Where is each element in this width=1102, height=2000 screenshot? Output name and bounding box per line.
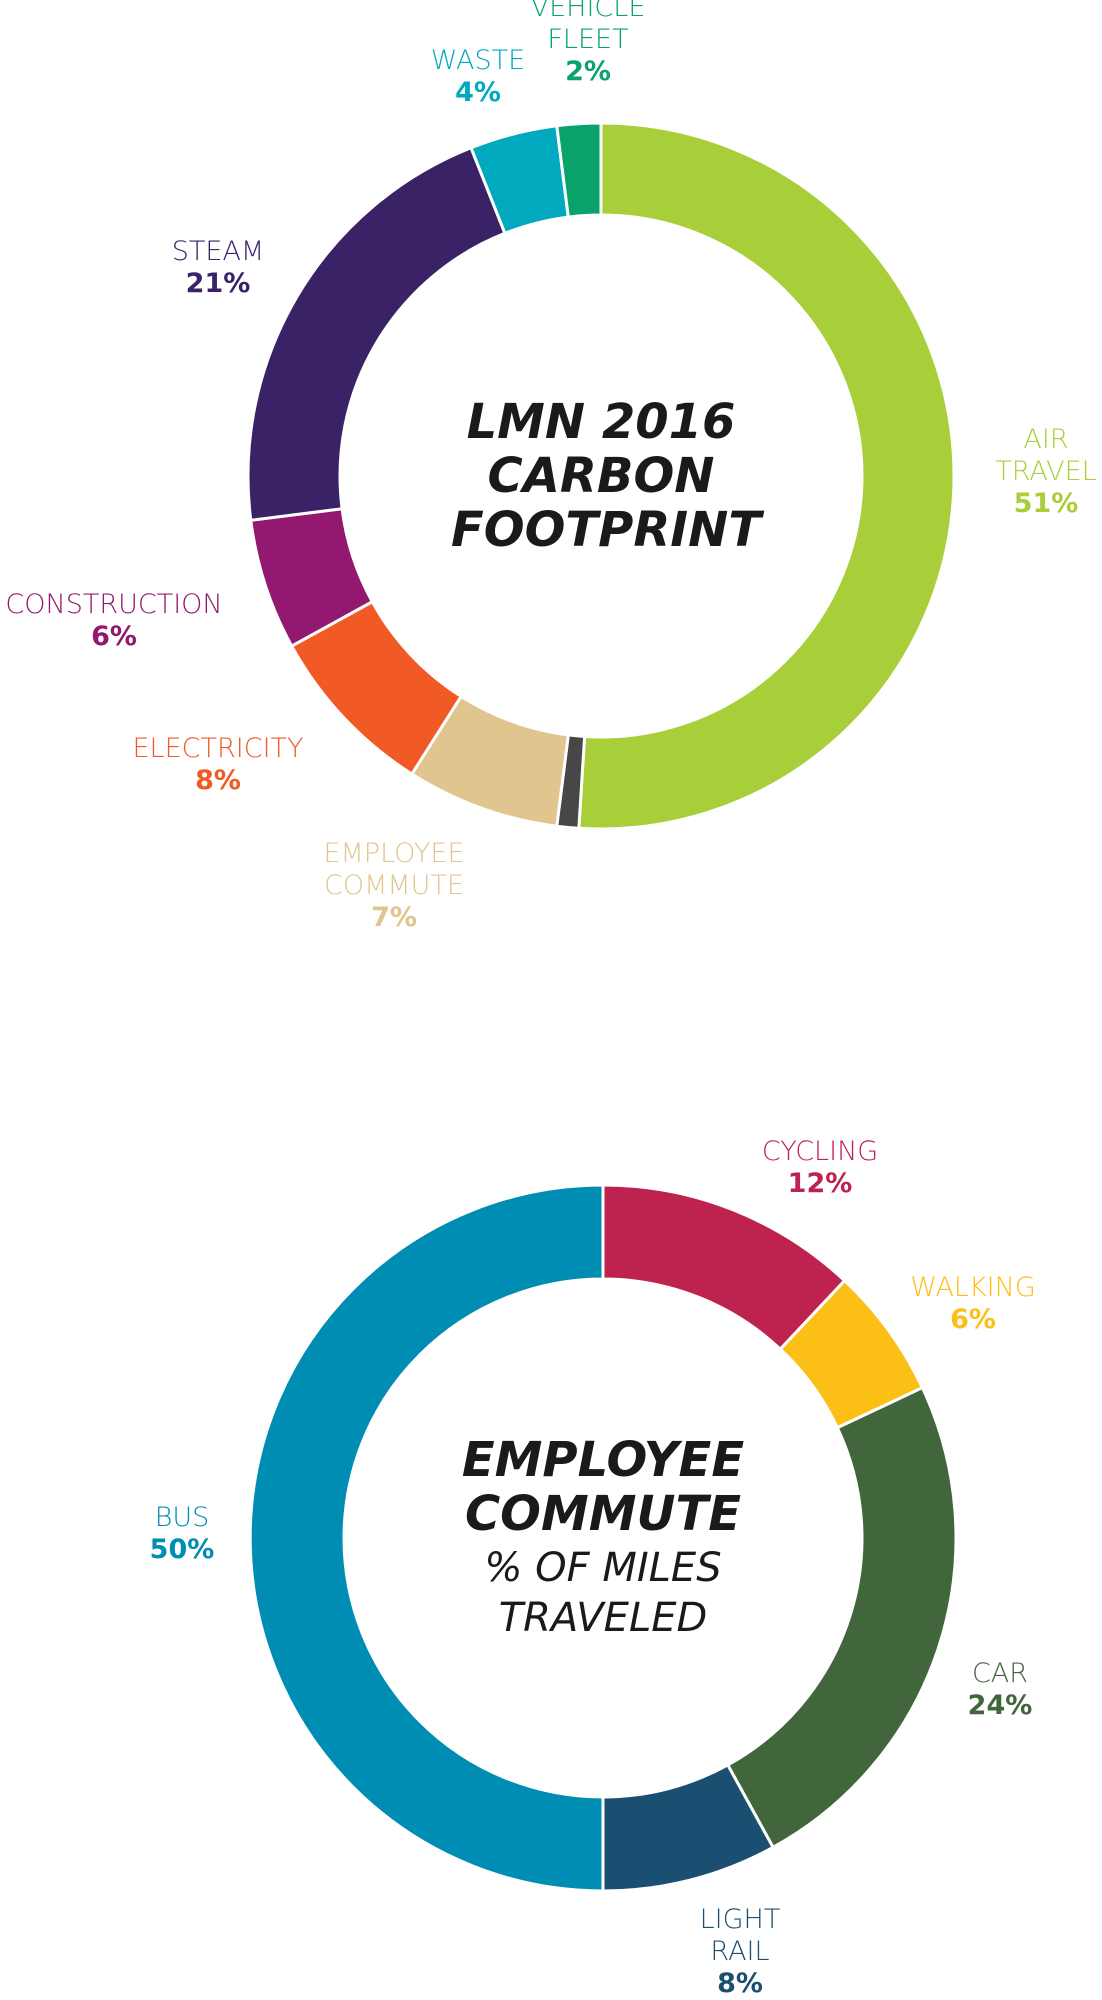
category-name: EMPLOYEE COMMUTE [323, 838, 465, 901]
value-label: 4% [455, 77, 501, 108]
donut-segment [577, 121, 956, 831]
segment-label: STEAM 21% [158, 236, 278, 300]
chart-title-block: LMN 2016 CARBON FOOTPRINT [451, 394, 762, 558]
value-label: 7% [371, 902, 417, 933]
value-label: 50% [149, 1534, 215, 1565]
category-name: LIGHT RAIL [699, 1904, 781, 1967]
chart-title-block: EMPLOYEE COMMUTE% OF MILES TRAVELED [443, 1433, 763, 1643]
value-label: 24% [967, 1690, 1033, 1721]
value-label: 2% [565, 56, 611, 87]
segment-label: AIR TRAVEL 51% [991, 424, 1101, 520]
segment-label: EMPLOYEE COMMUTE 7% [309, 838, 479, 934]
category-name: CAR [971, 1658, 1029, 1689]
value-label: 21% [185, 268, 251, 299]
segment-label: CAR 24% [950, 1658, 1050, 1722]
category-name: VEHICLE FLEET [530, 0, 646, 55]
segment-label: VEHICLE FLEET 2% [528, 0, 648, 88]
segment-label: WASTE 4% [428, 45, 528, 109]
category-name: CONSTRUCTION [5, 589, 223, 620]
segment-label: CYCLING 12% [740, 1136, 900, 1200]
segment-label: BUS 50% [132, 1502, 232, 1566]
segment-label: CONSTRUCTION 6% [0, 589, 234, 653]
donut-segment [555, 121, 603, 219]
chart-title: EMPLOYEE COMMUTE [461, 1432, 745, 1542]
value-label: 8% [195, 765, 241, 796]
category-name: STEAM [171, 236, 265, 267]
chart-subtitle: % OF MILES TRAVELED [484, 1545, 722, 1641]
value-label: 12% [787, 1168, 853, 1199]
value-label: 8% [717, 1968, 763, 1999]
category-name: BUS [154, 1502, 210, 1533]
donut-segment [248, 1183, 605, 1893]
segment-label: WALKING 6% [893, 1272, 1053, 1336]
category-name: WALKING [910, 1272, 1036, 1303]
category-name: AIR TRAVEL [995, 424, 1097, 487]
value-label: 6% [950, 1304, 996, 1335]
value-label: 51% [1013, 488, 1079, 519]
segment-label: ELECTRICITY 8% [108, 733, 328, 797]
value-label: 6% [91, 621, 137, 652]
segment-label: LIGHT RAIL 8% [690, 1904, 790, 2000]
category-name: CYCLING [761, 1136, 879, 1167]
category-name: WASTE [430, 45, 526, 76]
category-name: ELECTRICITY [132, 733, 304, 764]
chart-title: LMN 2016 CARBON FOOTPRINT [451, 394, 762, 558]
